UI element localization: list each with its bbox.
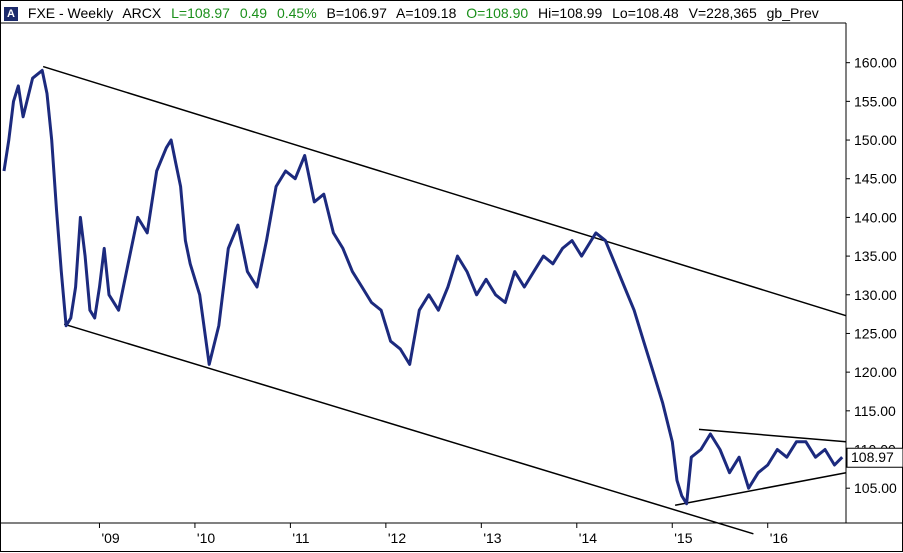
bid-price: B=106.97: [326, 5, 387, 21]
net-change: 0.49: [239, 5, 268, 21]
high-price: Hi=108.99: [538, 5, 603, 21]
y-tick-label: 115.00: [854, 403, 896, 419]
low-price: Lo=108.48: [612, 5, 679, 21]
trendline[interactable]: [674, 471, 847, 506]
trendline[interactable]: [63, 323, 754, 535]
x-tick-label: '09: [101, 530, 119, 546]
study-name: gb_Prev: [766, 5, 819, 21]
open-price: O=108.90: [466, 5, 529, 21]
time-axis[interactable]: '09 '10 '11 '12 '13 '14 '15 '16: [98, 523, 788, 546]
price-axis[interactable]: 105.00110.00115.00120.00125.00130.00135.…: [846, 55, 897, 497]
x-tick-label: '16: [770, 530, 788, 546]
ask-price: A=109.18: [396, 5, 457, 21]
quote-header: A FXE - Weekly ARCX L=108.97 0.49 0.45% …: [2, 3, 847, 23]
y-tick-label: 140.00: [854, 209, 897, 225]
y-tick-label: 150.00: [854, 132, 897, 148]
x-tick-label: '13: [483, 530, 501, 546]
last-price: L=108.97: [171, 5, 230, 21]
trendline-group: [42, 65, 847, 535]
last-price-box: [846, 447, 903, 468]
trendline[interactable]: [698, 428, 847, 443]
y-tick-label: 120.00: [854, 364, 897, 380]
y-tick-label: 160.00: [854, 55, 897, 71]
y-tick-label: 155.00: [854, 93, 897, 109]
price-line: [2, 68, 844, 506]
y-tick-label: 135.00: [854, 248, 897, 264]
y-tick-label: 105.00: [854, 480, 897, 496]
symbol-label: FXE - Weekly: [27, 5, 114, 21]
symbol-type-icon[interactable]: A: [4, 7, 18, 22]
x-tick-label: '12: [388, 530, 406, 546]
y-tick-label: 130.00: [854, 287, 897, 303]
y-tick-label: 125.00: [854, 325, 897, 341]
percent-change: 0.45%: [276, 5, 317, 21]
x-tick-label: '10: [197, 530, 215, 546]
volume-value: V=228,365: [688, 5, 757, 21]
exchange-label: ARCX: [122, 5, 162, 21]
price-series-group: [2, 68, 844, 506]
last-price-label: 108.97: [851, 449, 894, 465]
x-tick-label: '11: [292, 530, 309, 546]
x-tick-label: '15: [674, 530, 692, 546]
y-tick-label: 145.00: [854, 171, 897, 187]
trendline[interactable]: [42, 65, 847, 317]
last-price-marker: 108.97: [846, 447, 903, 468]
x-tick-label: '14: [579, 530, 597, 546]
